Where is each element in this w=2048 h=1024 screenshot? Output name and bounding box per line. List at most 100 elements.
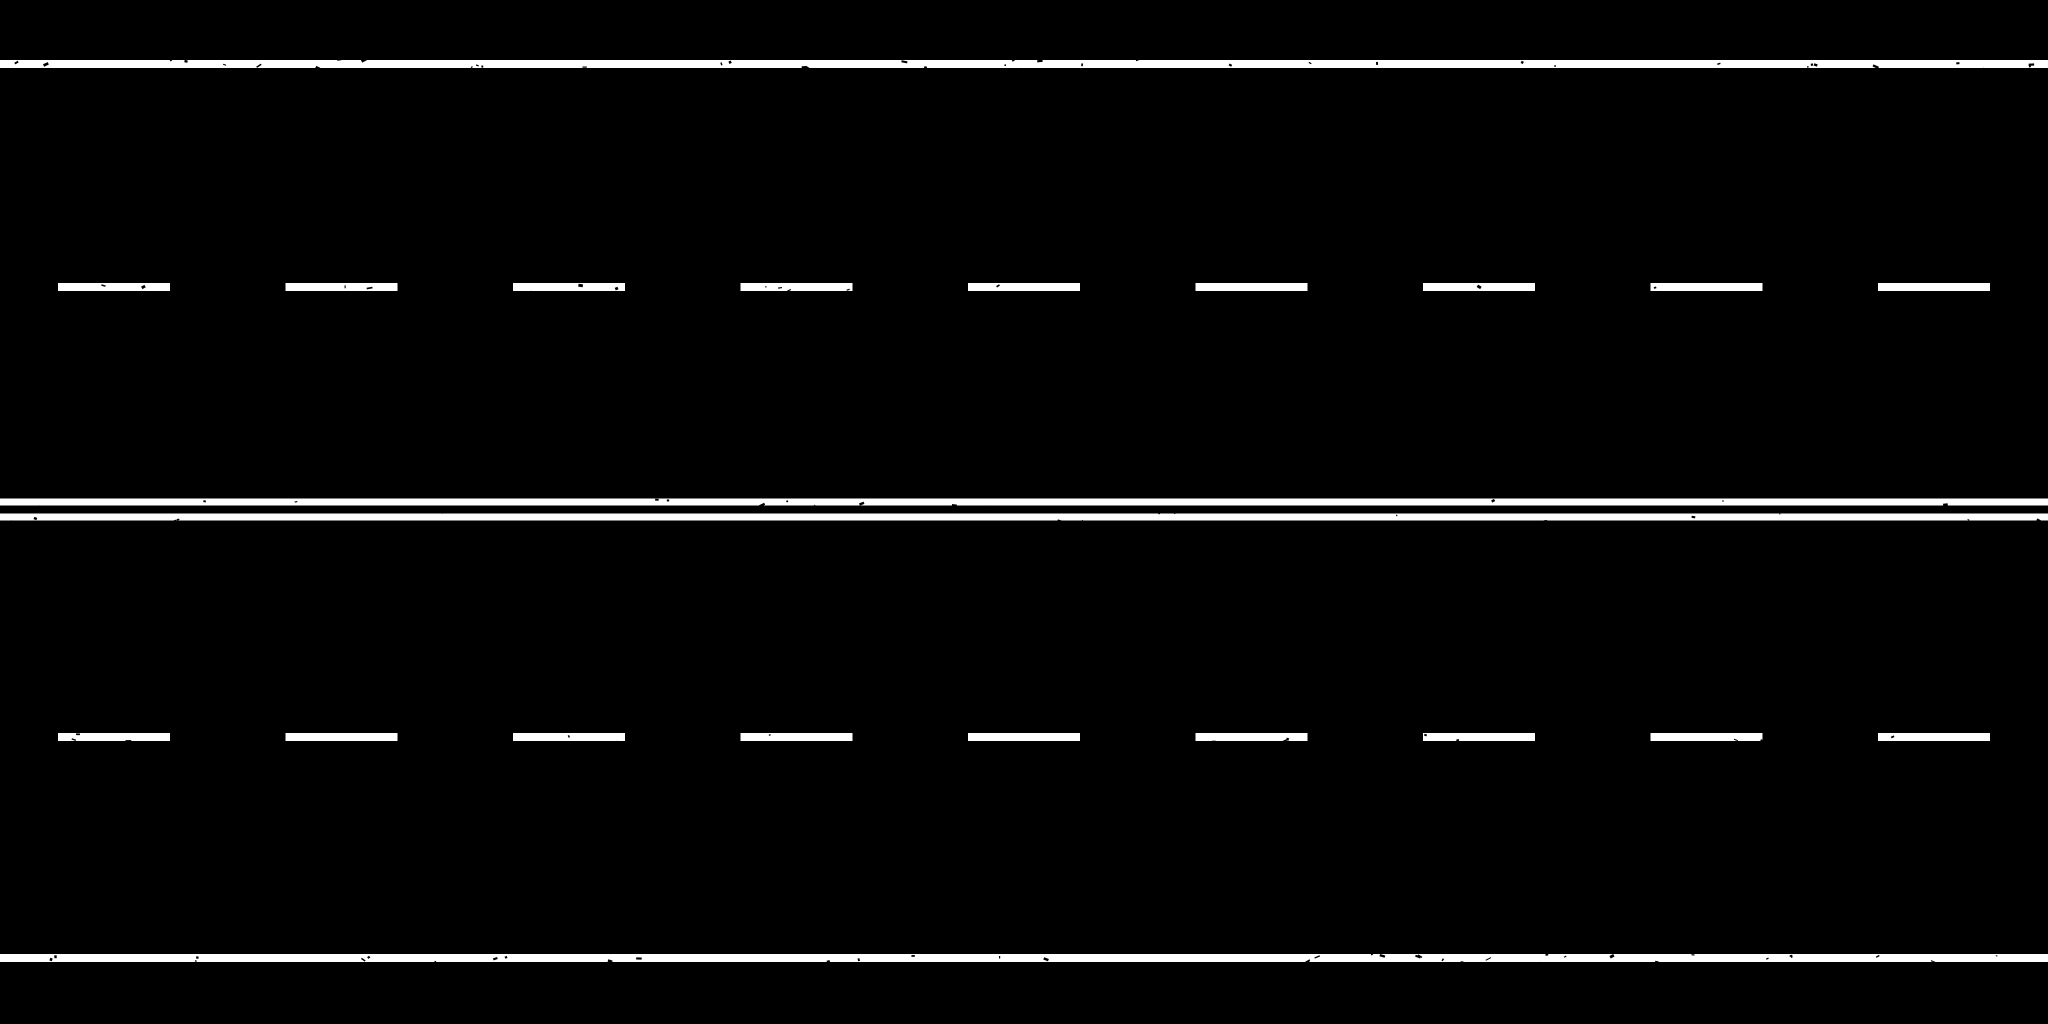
- paint-wear-speck: [1281, 739, 1288, 743]
- paint-wear-speck: [1043, 957, 1049, 962]
- paint-wear-speck: [1370, 952, 1374, 956]
- paint-wear-speck: [603, 521, 605, 523]
- paint-wear-speck: [176, 518, 180, 521]
- paint-wear-speck: [883, 509, 889, 511]
- paint-wear-speck: [582, 66, 587, 68]
- paint-wear-speck: [720, 62, 723, 66]
- paint-wear-speck: [786, 500, 789, 503]
- paint-wear-speck: [1081, 63, 1084, 67]
- paint-wear-speck: [208, 507, 212, 511]
- paint-wear-speck: [1415, 954, 1421, 959]
- lane-dash: [1878, 733, 1990, 741]
- paint-wear-speck: [366, 286, 373, 290]
- paint-wear-speck: [909, 68, 912, 71]
- lane-dash: [1423, 733, 1535, 741]
- paint-wear-speck: [337, 59, 342, 61]
- paint-wear-speck: [1982, 67, 1989, 72]
- paint-wear-speck: [801, 65, 807, 69]
- paint-wear-speck: [367, 955, 371, 959]
- paint-wear-speck: [1930, 960, 1937, 964]
- paint-wear-speck: [813, 504, 816, 507]
- paint-wear-speck: [344, 285, 346, 289]
- paint-wear-speck: [1376, 61, 1379, 65]
- paint-wear-speck: [655, 498, 659, 501]
- paint-wear-speck: [616, 740, 618, 743]
- lane-dash: [1195, 283, 1308, 291]
- paint-wear-speck: [530, 290, 535, 295]
- paint-wear-speck: [1211, 740, 1216, 743]
- paint-wear-speck: [616, 507, 623, 512]
- paint-wear-speck: [1173, 510, 1177, 515]
- paint-wear-speck: [1543, 519, 1548, 523]
- lane-dash: [968, 733, 1080, 741]
- paint-wear-speck: [1691, 515, 1696, 519]
- paint-wear-speck: [778, 286, 783, 289]
- paint-wear-speck: [578, 283, 584, 288]
- paint-wear-speck: [54, 955, 57, 959]
- paint-wear-speck: [441, 510, 446, 514]
- paint-wear-speck: [492, 956, 498, 961]
- paint-wear-speck: [1943, 503, 1948, 507]
- paint-wear-speck: [1875, 954, 1880, 958]
- paint-wear-speck: [360, 957, 366, 962]
- paint-wear-speck: [636, 957, 642, 960]
- paint-wear-speck: [315, 65, 321, 70]
- paint-wear-speck: [171, 519, 177, 524]
- paint-wear-speck: [911, 954, 915, 957]
- paint-wear-speck: [978, 962, 985, 965]
- paint-wear-speck: [1733, 738, 1738, 742]
- paint-wear-speck: [1135, 58, 1139, 62]
- double-center-line-lower: [0, 513, 2048, 521]
- paint-wear-speck: [1538, 961, 1544, 966]
- paint-wear-speck: [101, 284, 106, 287]
- paint-wear-speck: [465, 961, 469, 965]
- paint-wear-speck: [1520, 60, 1524, 64]
- paint-wear-speck: [1609, 953, 1615, 959]
- paint-wear-speck: [758, 502, 766, 508]
- paint-wear-speck: [1037, 59, 1043, 63]
- lane-dash: [740, 283, 853, 291]
- lane-dash: [1650, 283, 1763, 291]
- paint-wear-speck: [1810, 63, 1814, 66]
- paint-wear-speck: [1423, 733, 1428, 737]
- lane-dash: [58, 283, 170, 291]
- paint-wear-speck: [1563, 955, 1567, 958]
- double-center-line-upper: [0, 498, 2048, 506]
- paint-wear-speck: [1491, 498, 1496, 503]
- paint-wear-speck: [1158, 512, 1160, 515]
- paint-wear-speck: [1456, 738, 1460, 742]
- paint-wear-speck: [1020, 67, 1026, 72]
- paint-wear-speck: [222, 63, 227, 66]
- paint-wear-speck: [504, 955, 508, 959]
- paint-wear-speck: [787, 288, 792, 292]
- paint-wear-speck: [14, 60, 19, 65]
- paint-wear-speck: [1285, 737, 1290, 741]
- paint-wear-speck: [728, 60, 732, 64]
- paint-wear-speck: [360, 57, 368, 63]
- lane-markings: [0, 60, 2048, 962]
- paint-wear-speck: [847, 507, 853, 511]
- paint-wear-speck: [1314, 955, 1321, 959]
- paint-wear-speck: [988, 505, 992, 508]
- paint-wear-speck: [923, 66, 928, 70]
- paint-wear-speck: [951, 504, 957, 507]
- paint-wear-speck: [999, 956, 1001, 959]
- paint-wear-speck: [857, 958, 861, 962]
- paint-wear-speck: [846, 288, 850, 291]
- paint-wear-speck: [1654, 960, 1659, 964]
- paint-wear-speck: [765, 286, 767, 288]
- paint-wear-speck: [1081, 519, 1084, 523]
- lane-dash: [968, 283, 1080, 291]
- paint-wear-speck: [1766, 957, 1769, 960]
- paint-wear-speck: [1779, 513, 1781, 515]
- paint-wear-speck: [567, 735, 571, 738]
- paint-wear-speck: [1995, 955, 1998, 957]
- lane-dash: [285, 283, 398, 291]
- paint-wear-speck: [768, 733, 771, 736]
- paint-wear-speck: [1760, 739, 1763, 742]
- solid-edge-line: [0, 954, 2048, 962]
- paint-wear-speck: [666, 499, 670, 502]
- paint-wear-speck: [0, 509, 4, 512]
- paint-wear-speck: [1807, 65, 1809, 68]
